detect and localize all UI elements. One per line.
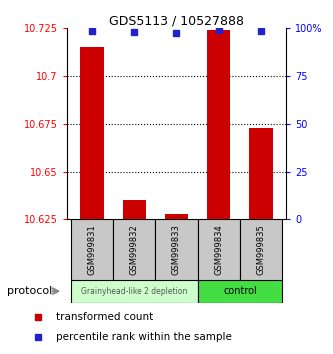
Bar — [123, 200, 146, 219]
Text: Grainyhead-like 2 depletion: Grainyhead-like 2 depletion — [81, 287, 187, 296]
Bar — [207, 30, 230, 219]
Bar — [71, 280, 197, 303]
Bar — [113, 219, 156, 280]
Text: GSM999834: GSM999834 — [214, 224, 223, 275]
Text: percentile rank within the sample: percentile rank within the sample — [56, 332, 232, 342]
Bar — [249, 128, 273, 219]
Bar — [240, 219, 282, 280]
Bar — [156, 219, 197, 280]
Title: GDS5113 / 10527888: GDS5113 / 10527888 — [109, 14, 244, 27]
Bar — [165, 214, 188, 219]
Bar — [197, 280, 282, 303]
Text: GSM999832: GSM999832 — [130, 224, 139, 275]
Bar — [80, 47, 104, 219]
Bar — [71, 219, 113, 280]
Text: protocol: protocol — [7, 286, 52, 296]
Text: GSM999831: GSM999831 — [88, 224, 97, 275]
Text: transformed count: transformed count — [56, 312, 153, 322]
Text: control: control — [223, 286, 257, 296]
Bar — [197, 219, 240, 280]
Text: GSM999835: GSM999835 — [256, 224, 265, 275]
Text: GSM999833: GSM999833 — [172, 224, 181, 275]
